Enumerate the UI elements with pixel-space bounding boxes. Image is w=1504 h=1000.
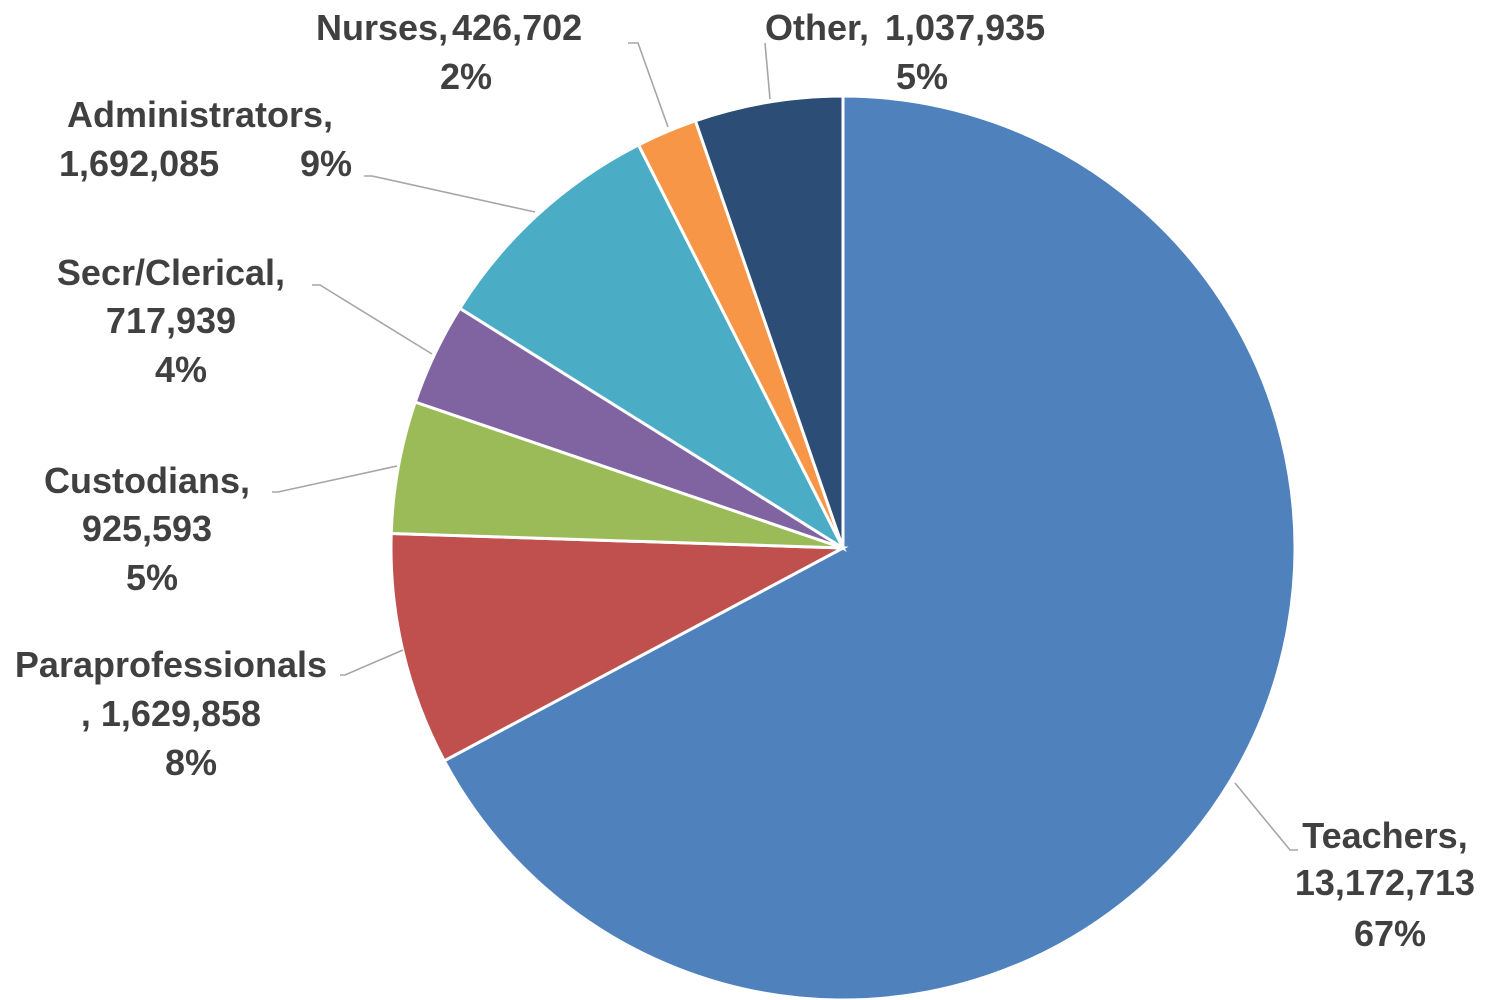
label-secr-clerical: Secr/Clerical, 717,939 4% bbox=[57, 252, 295, 390]
label-custodians-value: 925,593 bbox=[82, 508, 212, 549]
label-nurses-category: Nurses, bbox=[316, 7, 448, 48]
label-secr-clerical-percent: 4% bbox=[155, 349, 207, 390]
leader-line-paraprofessionals bbox=[340, 649, 404, 676]
data-labels: Teachers, 13,172,713 67% Paraprofessiona… bbox=[15, 7, 1485, 954]
label-other-value: 1,037,935 bbox=[885, 7, 1045, 48]
label-paraprofessionals-category: Paraprofessionals bbox=[15, 644, 327, 685]
label-paraprofessionals-value: , 1,629,858 bbox=[81, 693, 261, 734]
label-teachers-percent: 67% bbox=[1354, 913, 1426, 954]
leader-line-nurses bbox=[628, 42, 669, 128]
label-other-percent: 5% bbox=[896, 56, 948, 97]
label-nurses: Nurses, 426,702 2% bbox=[316, 7, 592, 97]
label-administrators: Administrators, 1,692,085 9% bbox=[59, 94, 352, 184]
label-other: Other, 1,037,935 5% bbox=[765, 7, 1055, 97]
pie-slice-administrators bbox=[457, 142, 847, 553]
label-nurses-percent: 2% bbox=[440, 56, 492, 97]
label-custodians: Custodians, 925,593 5% bbox=[44, 460, 260, 598]
pie-slices bbox=[389, 94, 1297, 1000]
label-teachers-category: Teachers, bbox=[1302, 815, 1467, 856]
leader-line-custodians bbox=[272, 465, 398, 493]
label-secr-clerical-category: Secr/Clerical, bbox=[57, 252, 285, 293]
label-teachers: Teachers, 13,172,713 67% bbox=[1295, 815, 1485, 954]
leader-lines bbox=[272, 42, 1298, 851]
label-nurses-value: 426,702 bbox=[452, 7, 582, 48]
label-administrators-value: 1,692,085 bbox=[59, 143, 219, 184]
leader-line-administrators bbox=[364, 175, 536, 213]
label-other-category: Other, bbox=[765, 7, 869, 48]
pie-slice-teachers bbox=[442, 94, 1297, 1000]
label-administrators-category: Administrators, bbox=[67, 94, 333, 135]
label-paraprofessionals: Paraprofessionals , 1,629,858 8% bbox=[15, 644, 337, 783]
label-custodians-percent: 5% bbox=[126, 557, 178, 598]
leader-line-teachers bbox=[1234, 782, 1298, 851]
label-paraprofessionals-percent: 8% bbox=[165, 742, 217, 783]
leader-line-secr-clerical bbox=[312, 284, 433, 355]
label-custodians-category: Custodians, bbox=[44, 460, 250, 501]
label-teachers-value: 13,172,713 bbox=[1295, 862, 1475, 903]
label-secr-clerical-value: 717,939 bbox=[106, 300, 236, 341]
leader-line-other bbox=[764, 42, 771, 100]
pie-slice-other bbox=[693, 94, 845, 549]
label-administrators-percent: 9% bbox=[300, 143, 352, 184]
